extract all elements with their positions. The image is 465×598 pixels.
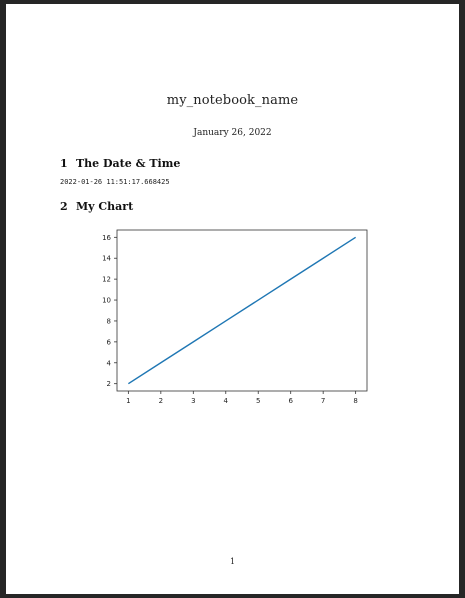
document-page: my_notebook_name January 26, 2022 1 The D… [6, 4, 459, 594]
x-tick-label: 4 [224, 397, 229, 405]
y-tick-label: 10 [102, 297, 111, 305]
x-tick-label: 6 [288, 397, 293, 405]
series-line [127, 236, 357, 385]
page-number: 1 [229, 557, 236, 566]
section-heading-date-time: 1 The Date & Time [60, 157, 180, 170]
section-number: 1 [60, 157, 68, 170]
y-tick-label: 2 [107, 380, 111, 388]
y-tick-label: 14 [102, 255, 111, 263]
section-title: My Chart [76, 200, 134, 213]
document-date: January 26, 2022 [193, 128, 272, 138]
y-tick-label: 12 [102, 276, 111, 284]
y-tick-label: 4 [107, 359, 112, 367]
plot-area-frame [116, 229, 368, 392]
y-tick-label: 16 [102, 234, 111, 242]
y-tick-label: 6 [107, 338, 112, 346]
y-tick-label: 8 [107, 317, 111, 325]
section-heading-my-chart: 2 My Chart [60, 200, 133, 213]
section-title: The Date & Time [76, 157, 181, 170]
section-number: 2 [60, 200, 68, 213]
timestamp-output: 2022-01-26 11:51:17.668425 [60, 178, 170, 186]
document-title: my_notebook_name [166, 93, 299, 108]
x-tick-label: 7 [321, 397, 325, 405]
x-tick-label: 8 [353, 397, 357, 405]
x-tick-label: 1 [126, 397, 130, 405]
x-tick-label: 2 [159, 397, 163, 405]
x-tick-label: 5 [256, 397, 260, 405]
x-tick-label: 3 [191, 397, 195, 405]
